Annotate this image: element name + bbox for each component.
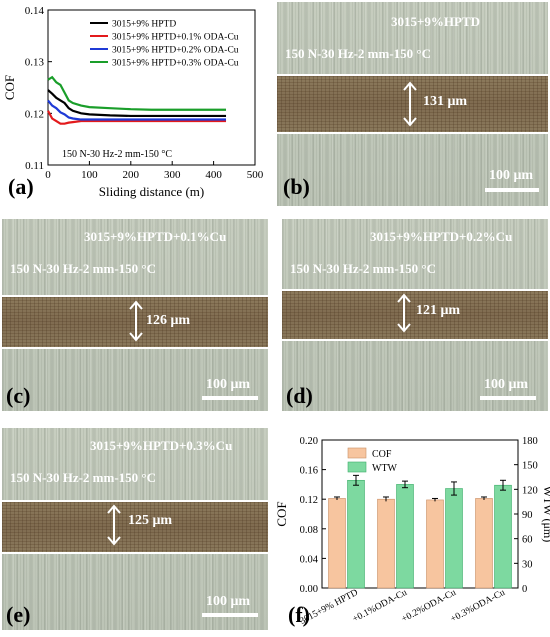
legend-label: 3015+9% HPTD+0.3% ODA-Cu <box>112 59 239 69</box>
y-tick-label: 0.00 <box>300 584 318 595</box>
y-tick-label: 0.12 <box>25 108 44 120</box>
test-condition: 150 N-30 Hz-2 mm-150 °C <box>285 46 432 61</box>
y-tick-label: 0.16 <box>300 466 318 477</box>
legend-label: 3015+9% HPTD+0.1% ODA-Cu <box>112 33 239 43</box>
y2-tick-label: 120 <box>522 485 538 496</box>
y2-tick-label: 30 <box>522 559 533 570</box>
scale-bar <box>485 188 539 192</box>
sample-title: 3015+9%HPTD+0.3%Cu <box>90 438 233 453</box>
y2-tick-label: 150 <box>522 461 538 472</box>
panel-f: 0.00 0.04 0.08 0.12 0.16 0.20 0 30 60 90 120 150 180… <box>270 428 550 632</box>
y2-axis-label: WTW (μm) <box>541 486 550 543</box>
scale-bar <box>480 396 536 400</box>
x-tick-label: 0 <box>45 169 51 181</box>
y-tick-label: 0.20 <box>300 436 318 447</box>
cof-bar <box>475 498 493 589</box>
scale-label: 100 μm <box>484 377 529 392</box>
test-condition: 150 N-30 Hz-2 mm-150 °C <box>290 261 437 276</box>
panel-label-c: (c) <box>6 383 31 408</box>
panel-label-b: (b) <box>283 174 310 199</box>
legend-swatch <box>347 447 367 459</box>
x-tick-label: 400 <box>205 169 222 181</box>
wtw-bar <box>494 484 512 589</box>
wtw-bar <box>396 484 414 589</box>
micrograph-c: 3015+9%HPTD+0.1%Cu 150 N-30 Hz-2 mm-150 … <box>2 219 268 411</box>
cof-bar <box>328 498 346 589</box>
width-arrow-icon <box>129 300 143 342</box>
y-axis-label: COF <box>2 75 17 100</box>
x-tick-label: 100 <box>81 169 98 181</box>
y2-tick-label: 60 <box>522 535 533 546</box>
condition-annotation: 150 N-30 Hz-2 mm-150 °C <box>62 149 172 160</box>
y-tick-label: 0.12 <box>300 495 318 506</box>
test-condition: 150 N-30 Hz-2 mm-150 °C <box>10 470 157 485</box>
legend-label: 3015+9% HPTD+0.2% ODA-Cu <box>112 46 239 56</box>
category-label: +0.2%ODA-Cu <box>400 588 458 625</box>
category-label: +0.3%ODA-Cu <box>449 588 507 625</box>
sample-title: 3015+9%HPTD <box>391 14 481 29</box>
micrograph-d: 3015+9%HPTD+0.2%Cu 150 N-30 Hz-2 mm-150 … <box>282 219 548 411</box>
x-axis-label: Sliding distance (m) <box>99 184 204 199</box>
track-width: 131 μm <box>423 94 468 109</box>
y-axis-label: COF <box>274 501 289 526</box>
cof-wtw-bar-chart: 0.00 0.04 0.08 0.12 0.16 0.20 0 30 60 90 120 150 180… <box>274 436 550 627</box>
y-tick-label: 0.14 <box>25 5 45 17</box>
x-tick-label: 200 <box>123 169 140 181</box>
panel-a: 0 100 200 300 400 500 0.11 0.12 0.13 0.14 Sliding … <box>0 0 270 205</box>
legend-label: WTW <box>372 463 398 474</box>
y2-tick-label: 180 <box>522 436 538 447</box>
series-line <box>47 75 227 111</box>
width-arrow-icon <box>107 504 121 546</box>
wear-track <box>2 500 268 554</box>
micrograph-b: 3015+9%HPTD 150 N-30 Hz-2 mm-150 °C 131 … <box>277 2 548 206</box>
scale-bar <box>202 613 258 617</box>
panel-label-d: (d) <box>286 383 313 408</box>
scale-label: 100 μm <box>206 594 251 609</box>
x-tick-label: 500 <box>247 169 264 181</box>
y2-tick-label: 90 <box>522 510 533 521</box>
track-width: 126 μm <box>146 313 191 328</box>
micrograph-e: 3015+9%HPTD+0.3%Cu 150 N-30 Hz-2 mm-150 … <box>2 428 268 630</box>
sample-title: 3015+9%HPTD+0.2%Cu <box>370 229 513 244</box>
track-width: 121 μm <box>416 303 461 318</box>
y-tick-label: 0.08 <box>300 525 318 536</box>
width-arrow-icon <box>403 81 417 127</box>
panel-label-e: (e) <box>6 602 31 627</box>
series-line <box>47 99 227 121</box>
category-label: +0.1%ODA-Cu <box>351 588 409 625</box>
panel-label-f: (f) <box>288 602 310 627</box>
legend-label: COF <box>372 449 392 460</box>
y2-tick-label: 0 <box>522 584 527 595</box>
series-line <box>47 110 227 125</box>
series-line <box>47 89 227 118</box>
cof-bar <box>377 498 395 589</box>
wear-track <box>282 289 548 341</box>
wtw-bar <box>445 488 463 589</box>
y-tick-label: 0.13 <box>25 57 45 69</box>
test-condition: 150 N-30 Hz-2 mm-150 °C <box>10 261 157 276</box>
track-width: 125 μm <box>128 513 173 528</box>
legend-label: 3015+9% HPTD <box>112 20 176 30</box>
plot-frame <box>47 9 256 166</box>
panel-label-a: (a) <box>8 174 34 199</box>
x-tick-label: 300 <box>164 169 181 181</box>
cof-bar <box>426 499 444 589</box>
sample-title: 3015+9%HPTD+0.1%Cu <box>84 229 227 244</box>
cof-line-chart: 0 100 200 300 400 500 0.11 0.12 0.13 0.14 Sliding … <box>2 5 264 199</box>
y-tick-label: 0.04 <box>300 554 319 565</box>
scale-bar <box>202 396 258 400</box>
scale-label: 100 μm <box>489 168 534 183</box>
wtw-bar <box>347 479 365 589</box>
scale-label: 100 μm <box>206 377 251 392</box>
legend-swatch <box>347 461 367 473</box>
y-tick-label: 0.11 <box>25 160 44 172</box>
width-arrow-icon <box>397 293 411 333</box>
